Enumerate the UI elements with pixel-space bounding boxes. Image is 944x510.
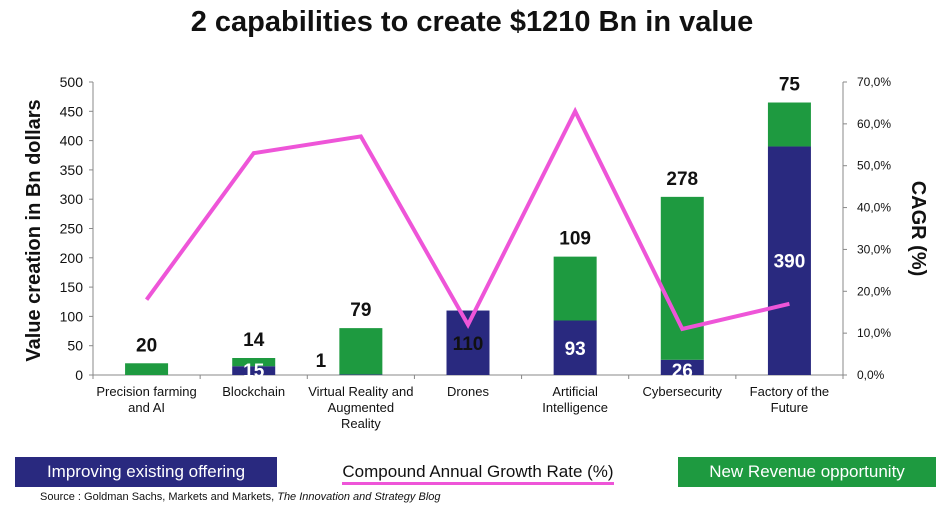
x-tick-label: Intelligence bbox=[542, 400, 608, 415]
chart-canvas: 0 50 100 150 200 250 300 350 400 450 500 0,0% 10,0% 2… bbox=[23, 74, 929, 431]
label-new-revenue: 75 bbox=[779, 75, 801, 96]
x-tick-label: Artificial bbox=[552, 384, 598, 399]
y-tick-label: 100 bbox=[60, 308, 84, 324]
label-improving: 1 bbox=[316, 351, 327, 372]
x-tick-label: Reality bbox=[341, 416, 381, 431]
source-blog: The Innovation and Strategy Blog bbox=[277, 491, 441, 503]
y2-tick-label: 60,0% bbox=[857, 117, 891, 131]
bar-new-revenue bbox=[339, 328, 383, 375]
y2-axis-title: CAGR (%) bbox=[907, 181, 929, 277]
y-tick-label: 350 bbox=[60, 162, 84, 178]
y2-tick-label: 30,0% bbox=[857, 242, 891, 256]
label-new-revenue: 109 bbox=[559, 229, 591, 250]
label-new-revenue: 14 bbox=[243, 330, 265, 351]
x-tick-label: Factory of the bbox=[750, 384, 829, 399]
bar-new-revenue bbox=[660, 196, 704, 360]
y-tick-label: 0 bbox=[75, 367, 83, 383]
bar-new-revenue bbox=[553, 256, 597, 321]
label-new-revenue: 20 bbox=[136, 335, 157, 356]
x-tick-label: Cybersecurity bbox=[643, 384, 723, 399]
legend-improving: Improving existing offering bbox=[15, 457, 277, 487]
chart-title: 2 capabilities to create $1210 Bn in val… bbox=[190, 6, 754, 38]
y-tick-label: 500 bbox=[60, 74, 84, 90]
source-note: Source : Goldman Sachs, Markets and Mark… bbox=[40, 491, 441, 503]
y-axis-title: Value creation in Bn dollars bbox=[23, 99, 45, 361]
y-tick-label: 450 bbox=[60, 103, 84, 119]
bar-improving bbox=[232, 366, 276, 375]
label-improving: 26 bbox=[672, 361, 693, 382]
bar-improving bbox=[660, 359, 704, 375]
label-improving: 15 bbox=[243, 361, 265, 382]
label-improving: 93 bbox=[565, 339, 586, 360]
x-tick-label: Blockchain bbox=[222, 384, 285, 399]
y-tick-label: 50 bbox=[67, 338, 83, 354]
label-improving: 110 bbox=[453, 334, 484, 355]
x-tick-label: Virtual Reality and bbox=[308, 384, 413, 399]
x-tick-label: Augmented bbox=[328, 400, 395, 415]
x-tick-label: Future bbox=[771, 400, 809, 415]
x-tick-label: and AI bbox=[128, 400, 165, 415]
bar-improving bbox=[767, 146, 811, 375]
legend-cagr-label: Compound Annual Growth Rate (%) bbox=[342, 462, 614, 485]
label-new-revenue: 79 bbox=[350, 300, 371, 321]
y-tick-label: 200 bbox=[60, 250, 84, 266]
y2-tick-label: 10,0% bbox=[857, 326, 891, 340]
y2-tick-label: 20,0% bbox=[857, 284, 891, 298]
bar-new-revenue bbox=[767, 102, 811, 147]
y2-tick-label: 50,0% bbox=[857, 159, 891, 173]
label-new-revenue: 278 bbox=[666, 169, 698, 190]
y-tick-label: 300 bbox=[60, 191, 84, 207]
y-tick-label: 400 bbox=[60, 133, 84, 149]
bar-improving bbox=[339, 374, 383, 375]
bar-improving bbox=[553, 320, 597, 375]
y2-tick-label: 40,0% bbox=[857, 201, 891, 215]
y2-tick-label: 70,0% bbox=[857, 75, 891, 89]
y-tick-label: 150 bbox=[60, 279, 84, 295]
x-tick-label: Precision farming bbox=[96, 384, 196, 399]
x-tick-label: Drones bbox=[447, 384, 489, 399]
label-improving: 390 bbox=[774, 252, 806, 273]
bar-new-revenue bbox=[125, 363, 169, 375]
y-tick-label: 250 bbox=[60, 221, 84, 237]
y2-tick-label: 0,0% bbox=[857, 368, 885, 382]
bar-new-revenue bbox=[232, 358, 276, 367]
source-prefix: Source : Goldman Sachs, Markets and Mark… bbox=[40, 491, 278, 503]
legend-new-revenue: New Revenue opportunity bbox=[678, 457, 936, 487]
legend-cagr: Compound Annual Growth Rate (%) bbox=[333, 457, 623, 487]
